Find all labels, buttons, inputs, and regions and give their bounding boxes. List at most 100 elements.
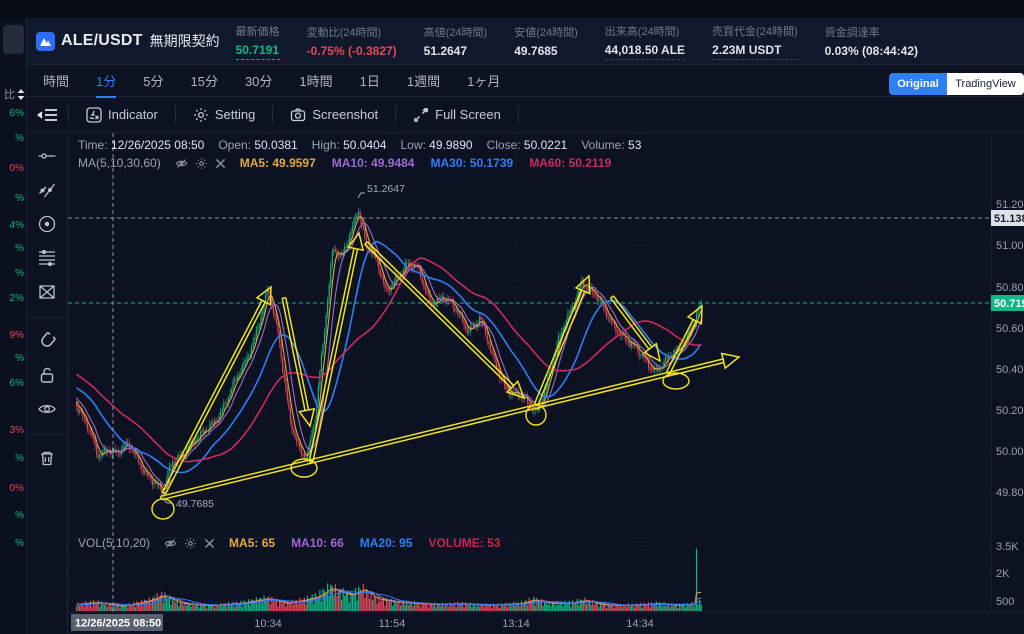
svg-text:11:54: 11:54 — [379, 618, 406, 630]
interval-tab-bar: 時間 1分 5分 15分 30分 1時間 1日 1週間 1ヶ月 Original Trading… — [27, 64, 1024, 98]
vol-settings-icon[interactable] — [184, 537, 197, 550]
interval-tab[interactable]: 1時間 — [299, 73, 333, 89]
fullscreen-icon — [414, 107, 429, 122]
ma-value-chip: VOLUME: 53 — [428, 536, 501, 550]
chart-toolbar: Indicator Setting Screenshot Full Screen — [27, 97, 1024, 133]
magnet-tool[interactable] — [27, 324, 68, 358]
market-change-cell[interactable]: % — [15, 453, 24, 464]
market-change-cell[interactable]: 6% — [9, 108, 24, 119]
ohlc-field-label: Time: — [78, 138, 111, 152]
sort-arrows-icon — [17, 88, 25, 100]
xabcd-pattern-tool[interactable] — [27, 275, 68, 309]
tradingview-chart-button[interactable]: TradingView — [947, 73, 1024, 95]
interval-tab[interactable]: 時間 — [43, 73, 70, 89]
interval-tab[interactable]: 1分 — [96, 64, 117, 98]
stat-label: 売買代金(24時間) — [712, 25, 798, 38]
ohlc-info-bar: Time: 12/26/2025 08:50 Open: 50.0381 High:… — [78, 138, 641, 152]
ohlc-field-value: 50.0221 — [523, 138, 568, 152]
ohlc-field-label: Volume: — [581, 138, 629, 152]
interval-tab[interactable]: 1ヶ月 — [467, 73, 501, 89]
market-change-cell[interactable]: % — [15, 353, 24, 364]
drawing-tools-sidebar — [26, 133, 68, 634]
ma-controls — [175, 157, 226, 170]
stat-label: 資金調達率 — [824, 27, 880, 39]
ohlc-field: Volume: 53 — [581, 138, 641, 152]
svg-text:50.40: 50.40 — [996, 364, 1024, 376]
svg-text:3.5K: 3.5K — [996, 541, 1019, 553]
stat-label: 出来高(24時間) — [604, 25, 680, 38]
ma-value-chip: MA10: 66 — [291, 536, 344, 550]
svg-text:49.80: 49.80 — [996, 487, 1024, 499]
indicator-button[interactable]: Indicator — [69, 106, 175, 123]
market-sort-header[interactable]: 比 — [0, 81, 26, 107]
market-change-cell[interactable]: % — [15, 193, 24, 204]
ma-settings-icon[interactable] — [195, 157, 208, 170]
market-change-cell[interactable]: 4% — [9, 220, 24, 231]
market-change-cell[interactable]: % — [15, 538, 24, 549]
market-change-cell[interactable]: % — [15, 243, 24, 254]
interval-tab[interactable]: 1日 — [359, 73, 380, 89]
market-change-cell[interactable]: % — [15, 268, 24, 279]
svg-text:10:34: 10:34 — [254, 618, 282, 630]
original-chart-button[interactable]: Original — [889, 73, 947, 95]
ma-value-chip: MA60: 50.2119 — [529, 156, 612, 170]
ticker-stat: 最新価格 50.7191 — [235, 23, 280, 60]
market-change-cell[interactable]: 0% — [9, 483, 24, 494]
collapse-panel-button[interactable] — [27, 108, 68, 122]
svg-text:12/26/2025 08:50: 12/26/2025 08:50 — [75, 618, 161, 630]
top-strip — [0, 0, 1024, 18]
stat-value: -0.75% (-0.3827) — [306, 44, 397, 58]
hide-ma-icon[interactable] — [175, 157, 188, 170]
interval-tab[interactable]: 5分 — [143, 73, 164, 89]
svg-text:13:14: 13:14 — [502, 618, 530, 630]
stat-label: 安値(24時間) — [514, 27, 578, 39]
svg-text:14:34: 14:34 — [626, 618, 654, 630]
close-vol-icon[interactable] — [204, 538, 215, 549]
svg-text:51.2647: 51.2647 — [367, 183, 405, 195]
ohlc-field-label: High: — [311, 138, 344, 152]
chart-canvas[interactable]: 51.2647 49.7685 51.20 51.00 50.80 50.60 50.40 5… — [68, 133, 1024, 634]
hide-vol-icon[interactable] — [164, 537, 177, 550]
delete-drawings-tool[interactable] — [27, 441, 68, 475]
circle-tool[interactable] — [27, 207, 68, 241]
magnet-icon — [41, 331, 56, 347]
market-change-cell[interactable]: 3% — [9, 425, 24, 436]
ohlc-field-label: Low: — [400, 138, 430, 152]
setting-button[interactable]: Setting — [176, 107, 272, 123]
fullscreen-label: Full Screen — [435, 107, 501, 122]
svg-text:50.80: 50.80 — [996, 282, 1024, 294]
ohlc-field: Open: 50.0381 — [218, 138, 297, 152]
trend-line-tool[interactable] — [27, 173, 68, 207]
hide-drawings-tool[interactable] — [27, 392, 68, 426]
interval-tab[interactable]: 30分 — [244, 73, 273, 89]
market-change-cell[interactable]: 0% — [9, 163, 24, 174]
ma-value-chip: MA20: 95 — [359, 536, 413, 550]
symbol-name[interactable]: ALE/USDT — [61, 32, 143, 49]
ohlc-field-value: 50.0404 — [343, 138, 387, 152]
screenshot-button[interactable]: Screenshot — [273, 107, 395, 123]
fib-retracement-tool[interactable] — [27, 241, 68, 275]
chart-type-toggle: Original TradingView — [889, 73, 1024, 95]
ma-info-bar: MA(5,10,30,60) MA5: 49.9597 MA10: 49.9484… — [78, 156, 611, 170]
market-change-cell[interactable]: 6% — [9, 378, 24, 389]
horizontal-line-tool[interactable] — [27, 139, 68, 173]
exchange-logo — [36, 31, 55, 51]
interval-tab[interactable]: 15分 — [190, 73, 218, 89]
toolbar-divider — [395, 105, 397, 124]
lock-tool[interactable] — [27, 358, 68, 392]
close-ma-icon[interactable] — [215, 158, 226, 169]
stat-label: 変動比(24時間) — [306, 27, 382, 39]
ohlc-field-value: 49.9890 — [429, 138, 473, 152]
stat-value: 0.03% (08:44:42) — [824, 44, 919, 58]
volume-info-bar: VOL(5,10,20) MA5: 65 MA10: 66 MA20: 95 VOLU… — [78, 536, 500, 550]
interval-tab[interactable]: 1週間 — [406, 73, 441, 89]
stat-value: 51.2647 — [423, 44, 468, 58]
market-change-cell[interactable]: 9% — [9, 330, 24, 341]
stat-value: 50.7191 — [235, 43, 280, 60]
market-change-cell[interactable]: 2% — [9, 293, 24, 304]
interval-tabs: 時間 1分 5分 15分 30分 1時間 1日 1週間 1ヶ月 — [43, 64, 527, 98]
fullscreen-button[interactable]: Full Screen — [396, 107, 518, 123]
market-change-cell[interactable]: % — [15, 510, 24, 521]
market-change-cell[interactable]: % — [15, 133, 24, 144]
logo-mark-icon — [40, 37, 51, 46]
